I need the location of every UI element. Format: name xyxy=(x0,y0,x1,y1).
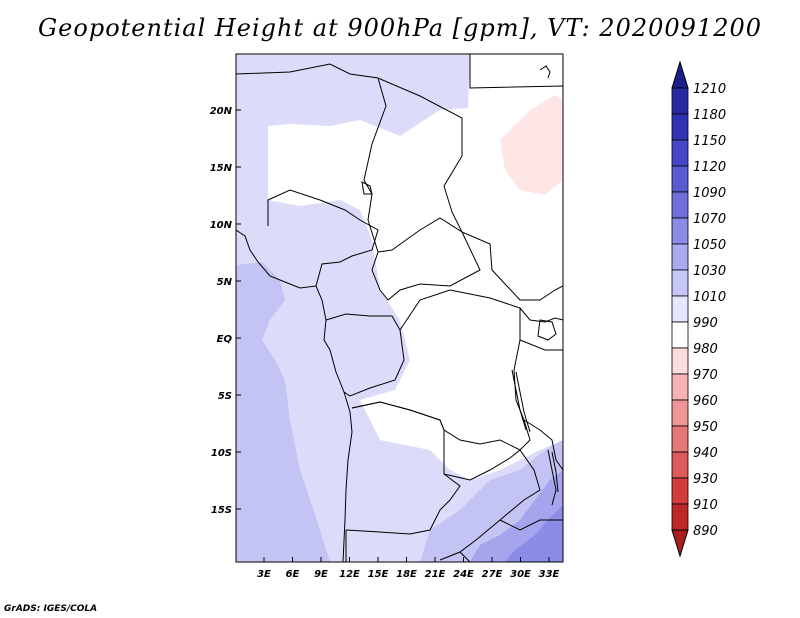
colorbar-segment xyxy=(671,269,689,297)
border-congo xyxy=(325,313,405,397)
colorbar-segment xyxy=(671,87,689,115)
colorbar-label: 970 xyxy=(693,368,718,383)
lon-tick-label: 33E xyxy=(539,569,560,580)
colorbar-segment xyxy=(671,191,689,219)
colorbar-label: 990 xyxy=(693,316,718,331)
lon-tick-label: 18E xyxy=(396,569,417,580)
colorbar-segment xyxy=(671,451,689,479)
colorbar-segment xyxy=(671,503,689,531)
map-frame xyxy=(235,53,564,563)
lat-tick-label: 15S xyxy=(211,505,232,516)
colorbar-label: 890 xyxy=(693,524,718,539)
colorbar-label: 1150 xyxy=(693,134,726,149)
credit-label: GrADS: IGES/COLA xyxy=(4,604,98,614)
colorbar-segment xyxy=(671,399,689,427)
lake-victoria xyxy=(537,319,557,341)
colorbar-segment xyxy=(671,139,689,167)
lon-tick-label: 21E xyxy=(425,569,446,580)
chart-title: Geopotential Height at 900hPa [gpm], VT:… xyxy=(38,14,762,42)
border-east xyxy=(519,307,563,471)
colorbar-label: 1050 xyxy=(693,238,726,253)
lon-tick-label: 15E xyxy=(368,569,389,580)
colorbar-label: 940 xyxy=(693,446,718,461)
border-angola xyxy=(345,401,461,535)
colorbar-label: 950 xyxy=(693,420,718,435)
lat-tick-label: EQ xyxy=(217,334,233,345)
shading-layer xyxy=(236,54,563,562)
colorbar-segment xyxy=(671,373,689,401)
colorbar-bottom-arrow xyxy=(671,529,689,558)
lon-tick-label: 6E xyxy=(286,569,300,580)
lake-chad xyxy=(361,181,373,195)
colorbar-segment xyxy=(671,347,689,375)
colorbar-label: 1210 xyxy=(693,82,726,97)
shade-1030-1050-west xyxy=(236,262,330,562)
border-zambia xyxy=(439,449,541,561)
shade-1010-1030-ne xyxy=(390,58,470,110)
river-nile-red-sea xyxy=(539,65,551,79)
colorbar-label: 980 xyxy=(693,342,718,357)
lat-tick-label: 5N xyxy=(217,277,233,288)
longitude-axis: 3E 6E 9E 12E 15E 18E 21E 24E 27E 30E 33E xyxy=(257,557,560,580)
shade-980-990 xyxy=(500,95,563,195)
lat-tick-label: 15N xyxy=(210,163,233,174)
colorbar-label: 1090 xyxy=(693,186,726,201)
border-north-sahel xyxy=(236,63,387,253)
lat-tick-label: 5S xyxy=(218,391,232,402)
colorbar-label: 1010 xyxy=(693,290,726,305)
colorbar-segment xyxy=(671,165,689,193)
lon-tick-label: 9E xyxy=(314,569,328,580)
colorbar-segment xyxy=(671,321,689,349)
colorbar-segment xyxy=(671,217,689,245)
lake-tanganyika xyxy=(511,369,531,433)
colorbar-label: 910 xyxy=(693,498,718,513)
lat-tick-label: 10S xyxy=(211,448,232,459)
country-borders xyxy=(236,54,563,562)
colorbar-label: 960 xyxy=(693,394,718,409)
coastline-west xyxy=(236,229,353,562)
colorbar-segment xyxy=(671,113,689,141)
colorbar-label: 1030 xyxy=(693,264,726,279)
border-car xyxy=(371,217,481,301)
border-nigeria xyxy=(267,189,379,287)
colorbar-top-arrow xyxy=(671,60,689,89)
latitude-axis: 20N 15N 10N 5N EQ 5S 10S 15S xyxy=(210,106,241,516)
shade-990-1010-north xyxy=(275,132,372,182)
lon-tick-label: 12E xyxy=(339,569,360,580)
colorbar: 1210 1180 1150 1120 1090 1070 1050 1030 1010 990 9… xyxy=(671,60,726,558)
border-libya-sudan xyxy=(469,54,563,89)
shade-1070-1090-se xyxy=(505,505,563,562)
colorbar-segment xyxy=(671,295,689,323)
lon-tick-label: 24E xyxy=(453,569,474,580)
colorbar-segment xyxy=(671,425,689,453)
colorbar-label: 1070 xyxy=(693,212,726,227)
lon-tick-label: 27E xyxy=(482,569,503,580)
lake-malawi xyxy=(547,449,559,506)
colorbar-label: 930 xyxy=(693,472,718,487)
colorbar-segment xyxy=(671,243,689,271)
lat-tick-label: 10N xyxy=(210,220,233,231)
border-south xyxy=(345,519,563,562)
lon-tick-label: 3E xyxy=(257,569,271,580)
shade-1010-1030 xyxy=(236,54,563,562)
colorbar-label: 1180 xyxy=(693,108,726,123)
colorbar-label: 1120 xyxy=(693,160,726,175)
lon-tick-label: 30E xyxy=(510,569,531,580)
colorbar-segment xyxy=(671,477,689,505)
lat-tick-label: 20N xyxy=(210,106,233,117)
